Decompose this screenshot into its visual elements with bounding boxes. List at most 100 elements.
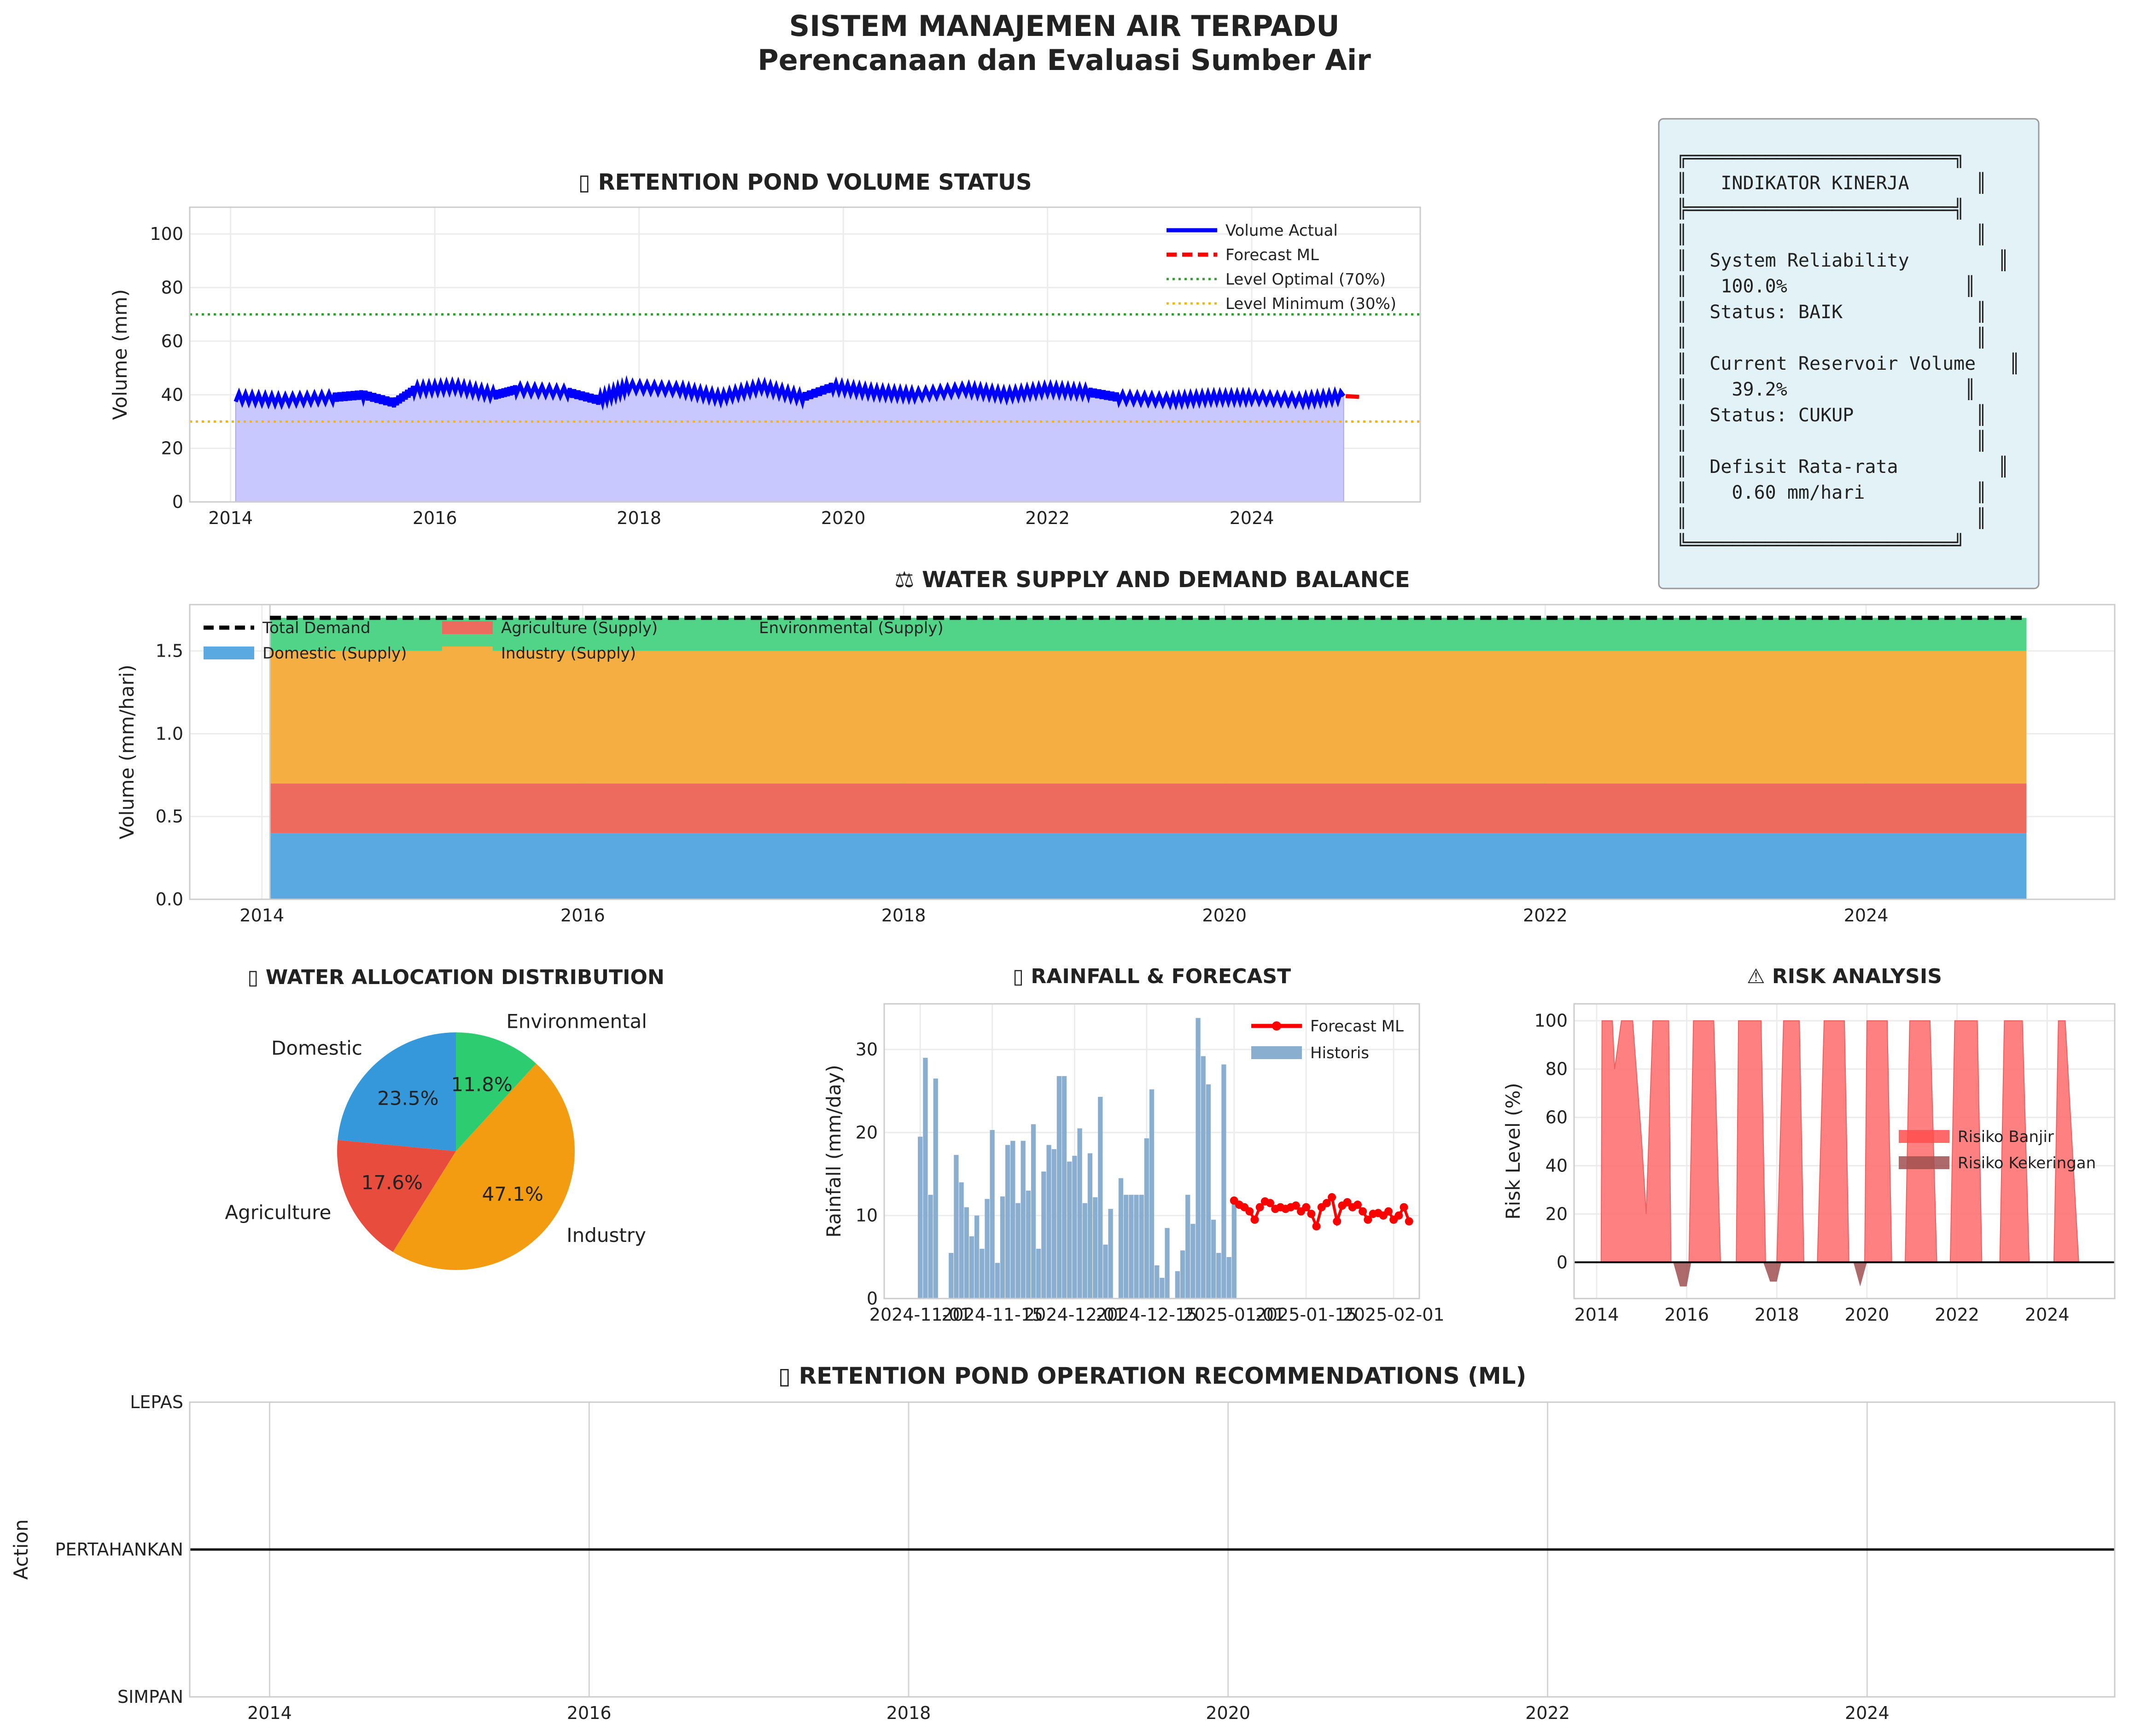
x-tick-label: 2022 <box>1523 905 1568 926</box>
y-axis-label: Volume (mm) <box>109 289 131 420</box>
kpi-line: ║ Status: BAIK ║ <box>1676 301 1987 323</box>
rainfall-bar <box>974 1215 980 1299</box>
rainfall-bar <box>1180 1250 1185 1299</box>
rainfall-bar <box>1175 1271 1180 1299</box>
allocation-chart: ▯ WATER ALLOCATION DISTRIBUTION Domestic 2… <box>225 966 665 1270</box>
x-tick-label: 2020 <box>1206 1703 1250 1723</box>
stack-band <box>270 783 2027 833</box>
legend-label: Forecast ML <box>1225 246 1319 264</box>
x-tick-label: 2022 <box>1025 508 1070 528</box>
kpi-line: ║ 100.0% ║ <box>1676 275 1976 297</box>
y-tick-label: 40 <box>1546 1155 1568 1176</box>
pie-slice <box>338 1032 456 1151</box>
y-axis-label: Rainfall (mm/day) <box>822 1065 845 1238</box>
rainfall-bar <box>1092 1197 1098 1299</box>
rainfall-bar <box>959 1182 964 1299</box>
forecast-point <box>1307 1210 1316 1218</box>
rainfall-bar <box>1021 1141 1026 1299</box>
rainfall-bar <box>928 1194 933 1299</box>
legend-swatch <box>1899 1130 1949 1143</box>
y-tick-label: 100 <box>150 224 183 244</box>
legend-label: Level Minimum (30%) <box>1225 295 1396 313</box>
rainfall-chart: 2024-11-012024-11-152024-12-012024-12-15… <box>822 965 1445 1325</box>
stack-band <box>270 833 2027 899</box>
x-tick-label: 2024 <box>1230 508 1274 528</box>
rainfall-bar <box>1077 1128 1082 1299</box>
y-tick-label: 10 <box>856 1206 878 1226</box>
forecast-point <box>1364 1215 1372 1224</box>
pie-slice <box>393 1063 575 1270</box>
rainfall-bar <box>1149 1089 1155 1299</box>
rainfall-bar <box>1155 1265 1160 1299</box>
y-tick-label: SIMPAN <box>117 1687 183 1707</box>
pie-slice <box>456 1032 537 1151</box>
rainfall-bar <box>933 1078 938 1299</box>
kpi-line: ║ 0.60 mm/hari ║ <box>1676 481 1987 503</box>
rainfall-bar <box>1185 1194 1190 1299</box>
rainfall-bar <box>1072 1155 1077 1299</box>
legend-swatch <box>1251 1046 1302 1059</box>
legend-label: Level Optimal (70%) <box>1225 270 1386 289</box>
balance-chart: 2014 2016 2018 2020 2022 2024 0.0 0.5 1.0 1.5 ⚖ WA… <box>116 567 2116 926</box>
rainfall-bar <box>1051 1149 1056 1299</box>
rainfall-bar <box>1062 1076 1067 1299</box>
operations-chart: 2014 2016 2018 2020 2022 2024 SIMPAN PERTAHANKA… <box>10 1363 2116 1723</box>
kpi-line: ║ 39.2% ║ <box>1676 378 1976 400</box>
forecast-point <box>1245 1207 1254 1216</box>
x-tick-label: 2024-12-01 <box>1024 1305 1126 1325</box>
legend-label: Historis <box>1310 1044 1369 1062</box>
x-tick-label: 2024 <box>1845 1703 1890 1723</box>
rainfall-bar <box>1000 1196 1005 1299</box>
y-tick-label: LEPAS <box>130 1392 183 1412</box>
y-tick-label: 1.5 <box>156 641 183 661</box>
kpi-line: ╚════════════════════════╝ <box>1676 533 1965 555</box>
rainfall-bar <box>923 1058 928 1299</box>
rainfall-bar <box>1010 1141 1015 1299</box>
x-tick-label: 2016 <box>1664 1305 1709 1325</box>
legend-swatch <box>442 647 493 659</box>
x-tick-label: 2014 <box>239 905 284 926</box>
rainfall-bar <box>1015 1203 1021 1299</box>
y-tick-label: 0 <box>172 492 183 512</box>
y-tick-label: 0.0 <box>156 889 183 909</box>
legend-label: Risiko Kekeringan <box>1958 1154 2096 1172</box>
legend-swatch <box>204 647 254 659</box>
chart-title: ▯ RAINFALL & FORECAST <box>1013 965 1291 988</box>
rainfall-bar <box>1231 1203 1237 1299</box>
legend-label: Environmental (Supply) <box>759 619 944 637</box>
x-tick-label: 2018 <box>1755 1305 1799 1325</box>
rainfall-bar <box>954 1155 959 1299</box>
kpi-line: ║ Current Reservoir Volume ║ <box>1676 352 2020 374</box>
forecast-point <box>1384 1207 1393 1216</box>
rainfall-bar <box>1098 1096 1103 1299</box>
x-tick-label: 2022 <box>1525 1703 1570 1723</box>
rainfall-bar <box>1196 1018 1201 1299</box>
x-tick-label: 2024-11-15 <box>941 1305 1043 1325</box>
forecast-point <box>1394 1211 1403 1220</box>
x-tick-label: 2018 <box>887 1703 931 1723</box>
x-tick-label: 2014 <box>1575 1305 1619 1325</box>
rainfall-bar <box>990 1130 995 1299</box>
rainfall-bar <box>1067 1161 1072 1299</box>
x-tick-label: 2025-02-01 <box>1343 1305 1445 1325</box>
forecast-point <box>1328 1193 1336 1202</box>
rainfall-bar <box>1026 1190 1031 1299</box>
volume-chart: 2014 2016 2018 2020 2022 2024 0 20 40 60 80 100 ▯ RE… <box>109 169 1421 528</box>
drought-risk-area <box>1673 1262 1867 1287</box>
y-tick-label: 30 <box>856 1039 878 1060</box>
kpi-line: ║ ║ <box>1676 430 1987 452</box>
legend-label: Total Demand <box>262 619 370 637</box>
rainfall-bar <box>995 1263 1000 1299</box>
rainfall-bar <box>1206 1084 1211 1299</box>
y-tick-label: 20 <box>1546 1204 1568 1224</box>
rainfall-bar <box>1031 1124 1036 1299</box>
pie-label: Domestic <box>271 1037 362 1060</box>
rainfall-bar <box>1036 1248 1041 1299</box>
page-subtitle: Perencanaan dan Evaluasi Sumber Air <box>758 43 1371 77</box>
legend-label: Domestic (Supply) <box>262 644 407 663</box>
x-tick-label: 2014 <box>208 508 253 528</box>
x-tick-label: 2020 <box>821 508 866 528</box>
x-tick-label: 2024-12-15 <box>1096 1305 1197 1325</box>
rainfall-bar <box>1201 1056 1206 1299</box>
y-tick-label: 0 <box>867 1288 878 1309</box>
